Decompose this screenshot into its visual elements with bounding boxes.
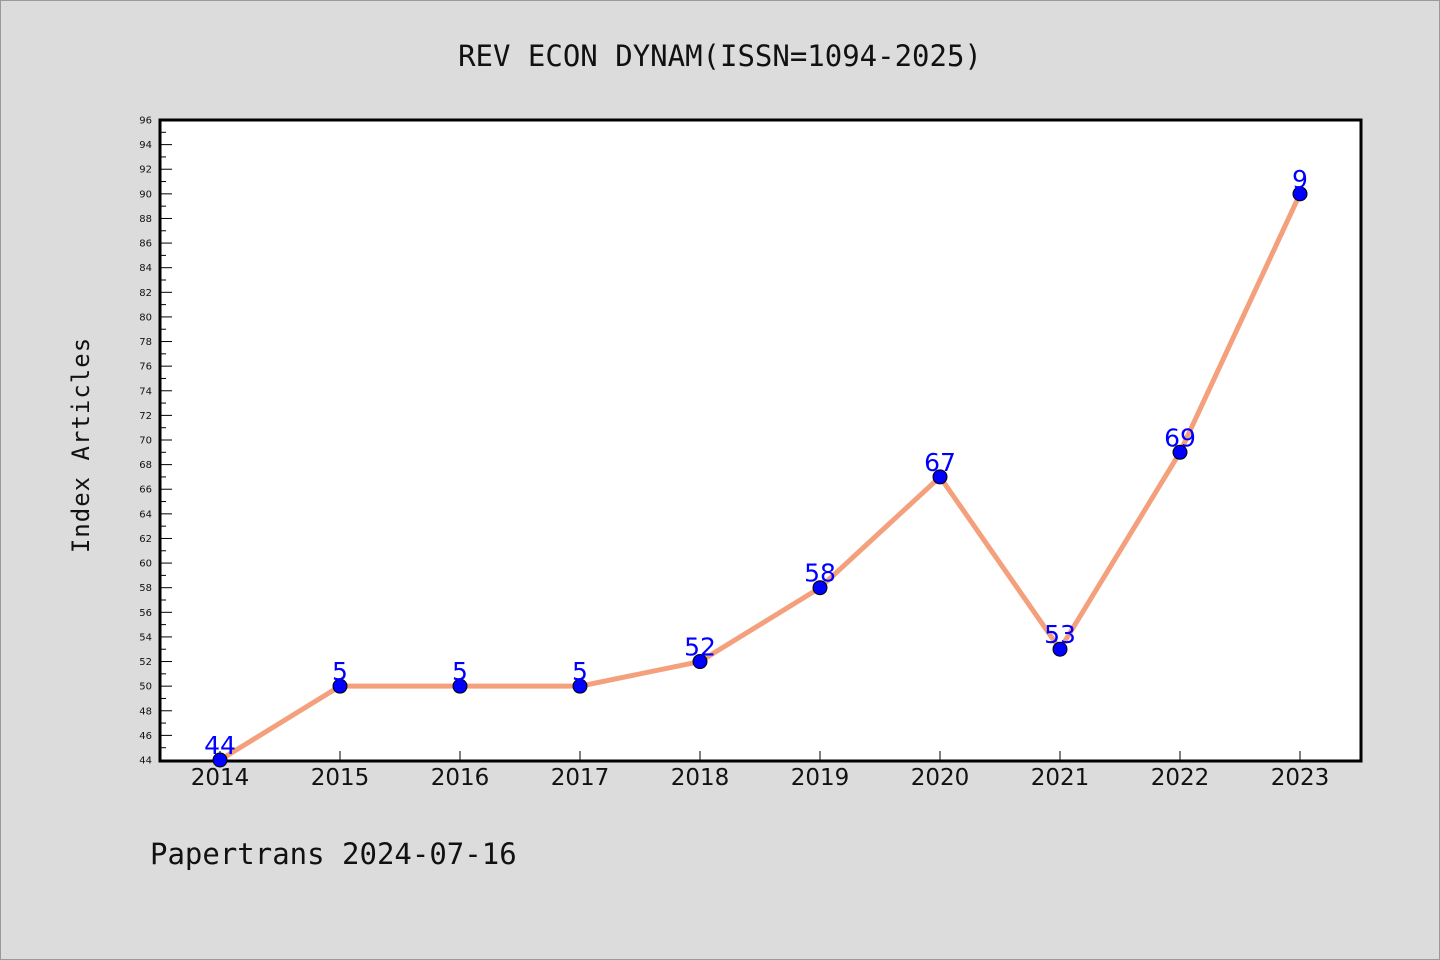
y-tick-label: 68 <box>139 460 152 471</box>
y-tick-label: 90 <box>139 189 152 200</box>
y-tick-label: 44 <box>139 756 152 767</box>
x-axis-ticks: 2014 2015 2016 2017 2018 2019 2020 2021 2022 2023 <box>191 751 1330 791</box>
data-label: 5 <box>332 657 348 686</box>
data-point-marker <box>1292 186 1308 202</box>
x-tick-label: 2014 <box>191 765 250 791</box>
y-tick-label: 88 <box>139 214 152 225</box>
y-tick-label: 46 <box>139 731 152 742</box>
y-tick-label: 92 <box>139 165 152 176</box>
series-line <box>217 191 1303 763</box>
y-tick-label: 96 <box>139 116 152 127</box>
data-point-marker <box>1052 641 1068 657</box>
y-tick-label: 84 <box>139 263 152 274</box>
y-axis-ticks: 44 46 48 50 52 54 56 58 60 62 64 66 68 70 72 74 76 78 80 82… <box>139 116 172 767</box>
data-point-marker <box>932 469 948 485</box>
y-tick-label: 56 <box>139 608 152 619</box>
x-tick-label: 2020 <box>911 765 970 791</box>
data-label: 67 <box>924 448 956 477</box>
y-tick-label: 60 <box>139 559 152 570</box>
y-tick-label: 94 <box>139 140 152 151</box>
y-tick-label: 58 <box>139 583 152 594</box>
x-tick-label: 2015 <box>311 765 370 791</box>
plot-area <box>158 118 1363 763</box>
footer-text: Papertrans 2024-07-16 <box>150 837 517 871</box>
x-tick-label: 2018 <box>671 765 730 791</box>
data-label: 5 <box>572 657 588 686</box>
x-tick-label: 2023 <box>1271 765 1330 791</box>
x-tick-label: 2021 <box>1031 765 1090 791</box>
chart-title: REV ECON DYNAM(ISSN=1094-2025) <box>458 39 982 73</box>
data-label: 44 <box>204 731 236 760</box>
data-point-marker <box>572 678 588 694</box>
x-tick-label: 2017 <box>551 765 610 791</box>
data-point-marker <box>692 654 708 670</box>
data-label: 58 <box>804 559 836 588</box>
data-label: 69 <box>1164 423 1196 452</box>
y-axis-label: Index Articles <box>67 337 95 553</box>
y-tick-label: 66 <box>139 485 152 496</box>
data-point-marker <box>1172 444 1188 460</box>
data-point-marker <box>452 678 468 694</box>
data-point-marker <box>212 752 228 768</box>
data-label: 52 <box>684 633 716 662</box>
y-tick-label: 72 <box>139 411 152 422</box>
y-tick-label: 52 <box>139 657 152 668</box>
y-tick-label: 80 <box>139 312 152 323</box>
data-labels: 44 5 5 5 52 58 67 53 69 9 <box>204 165 1308 760</box>
data-point-marker <box>812 580 828 596</box>
y-tick-label: 48 <box>139 706 152 717</box>
y-tick-label: 64 <box>139 509 152 520</box>
data-markers <box>212 186 1308 768</box>
y-tick-label: 74 <box>139 386 152 397</box>
data-label: 9 <box>1292 165 1308 194</box>
y-tick-label: 50 <box>139 682 152 693</box>
y-tick-label: 70 <box>139 436 152 447</box>
x-tick-label: 2022 <box>1151 765 1210 791</box>
data-point-marker <box>332 678 348 694</box>
y-tick-label: 76 <box>139 362 152 373</box>
y-tick-label: 82 <box>139 288 152 299</box>
data-label: 5 <box>452 657 468 686</box>
x-tick-label: 2016 <box>431 765 490 791</box>
y-tick-label: 78 <box>139 337 152 348</box>
y-tick-label: 54 <box>139 632 152 643</box>
x-tick-label: 2019 <box>791 765 850 791</box>
y-tick-label: 62 <box>139 534 152 545</box>
data-label: 53 <box>1044 620 1076 649</box>
y-tick-label: 86 <box>139 239 152 250</box>
